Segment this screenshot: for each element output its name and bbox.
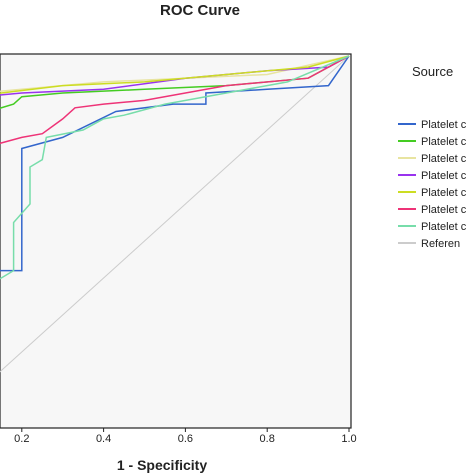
roc-series-line-5 <box>0 55 350 95</box>
legend-label: Platelet c <box>421 136 467 148</box>
plot-area-background <box>0 53 352 429</box>
legend: Source Platelet c Platelet c Platelet c Pla… <box>398 64 467 250</box>
roc-series-line-4 <box>0 55 350 96</box>
x-tick-label: 0.2 <box>14 433 29 445</box>
x-axis-ticks: 0.2 0.4 0.6 0.8 1.0 <box>14 428 357 445</box>
roc-series-line-7 <box>0 55 350 280</box>
chart-title: ROC Curve <box>160 2 240 19</box>
legend-label: Platelet c <box>421 153 467 165</box>
roc-series-line-1 <box>0 55 350 272</box>
x-axis-label: 1 - Specificity <box>117 457 207 473</box>
reference-line <box>0 55 350 373</box>
x-tick-label: 1.0 <box>341 433 356 445</box>
x-tick-label: 0.8 <box>260 433 275 445</box>
legend-title: Source <box>412 64 453 79</box>
reference-line-group <box>0 55 350 373</box>
roc-series-group <box>0 55 350 280</box>
roc-series-line-6 <box>0 55 350 145</box>
x-tick-label: 0.4 <box>96 433 111 445</box>
legend-label: Referen <box>421 238 460 250</box>
legend-label: Platelet c <box>421 204 467 216</box>
legend-label: Platelet c <box>421 221 467 233</box>
x-tick-label: 0.6 <box>178 433 193 445</box>
legend-label: Platelet c <box>421 187 467 199</box>
legend-label: Platelet c <box>421 119 467 131</box>
legend-label: Platelet c <box>421 170 467 182</box>
